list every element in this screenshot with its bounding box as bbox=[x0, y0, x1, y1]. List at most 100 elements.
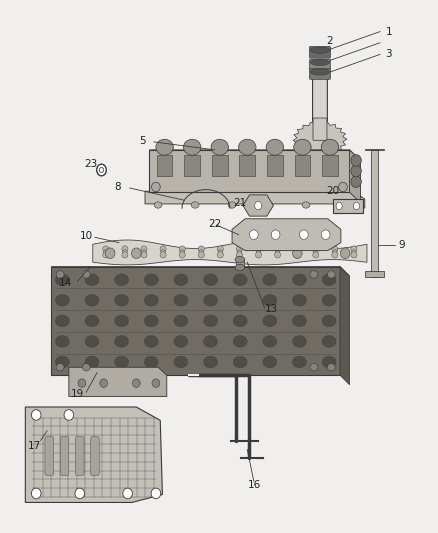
Bar bbox=[267, 155, 283, 176]
FancyBboxPatch shape bbox=[310, 59, 330, 70]
Ellipse shape bbox=[161, 249, 165, 254]
Polygon shape bbox=[293, 121, 347, 154]
Ellipse shape bbox=[103, 246, 109, 252]
Ellipse shape bbox=[311, 47, 329, 53]
Ellipse shape bbox=[340, 248, 350, 259]
Ellipse shape bbox=[314, 249, 318, 254]
Ellipse shape bbox=[115, 315, 129, 327]
Ellipse shape bbox=[106, 248, 115, 259]
Text: 9: 9 bbox=[399, 240, 405, 251]
Text: 1: 1 bbox=[385, 27, 392, 37]
Ellipse shape bbox=[85, 356, 99, 368]
Ellipse shape bbox=[351, 252, 357, 258]
Text: 19: 19 bbox=[71, 389, 84, 399]
Ellipse shape bbox=[78, 379, 86, 387]
Ellipse shape bbox=[100, 379, 108, 387]
Ellipse shape bbox=[237, 249, 242, 254]
FancyBboxPatch shape bbox=[60, 437, 69, 475]
Ellipse shape bbox=[235, 256, 245, 263]
Ellipse shape bbox=[204, 356, 218, 368]
Ellipse shape bbox=[310, 271, 318, 278]
Ellipse shape bbox=[123, 488, 132, 499]
Ellipse shape bbox=[322, 336, 336, 347]
Ellipse shape bbox=[271, 230, 280, 239]
Ellipse shape bbox=[266, 139, 283, 155]
Ellipse shape bbox=[174, 274, 188, 286]
Ellipse shape bbox=[85, 294, 99, 306]
Ellipse shape bbox=[55, 294, 69, 306]
Ellipse shape bbox=[55, 356, 69, 368]
Ellipse shape bbox=[339, 182, 347, 192]
Ellipse shape bbox=[191, 202, 199, 208]
Ellipse shape bbox=[32, 488, 41, 499]
Polygon shape bbox=[145, 191, 365, 208]
Bar bbox=[295, 155, 310, 176]
Bar bbox=[236, 259, 244, 268]
Ellipse shape bbox=[204, 336, 218, 347]
Ellipse shape bbox=[97, 164, 106, 176]
Bar bbox=[322, 155, 338, 176]
FancyBboxPatch shape bbox=[310, 46, 330, 58]
Ellipse shape bbox=[75, 488, 85, 499]
Ellipse shape bbox=[199, 249, 203, 254]
Ellipse shape bbox=[144, 274, 158, 286]
Ellipse shape bbox=[152, 182, 160, 192]
Ellipse shape bbox=[263, 315, 277, 327]
Ellipse shape bbox=[217, 246, 223, 252]
Text: 10: 10 bbox=[80, 231, 93, 241]
Ellipse shape bbox=[352, 249, 356, 254]
Ellipse shape bbox=[217, 252, 223, 258]
Text: 16: 16 bbox=[248, 480, 261, 490]
Ellipse shape bbox=[353, 203, 360, 210]
Ellipse shape bbox=[322, 294, 336, 306]
Ellipse shape bbox=[351, 155, 361, 166]
Ellipse shape bbox=[174, 336, 188, 347]
Ellipse shape bbox=[332, 249, 337, 254]
Ellipse shape bbox=[132, 379, 140, 387]
Ellipse shape bbox=[237, 252, 243, 258]
Ellipse shape bbox=[294, 249, 299, 254]
Bar bbox=[157, 155, 173, 176]
Ellipse shape bbox=[293, 252, 300, 258]
Ellipse shape bbox=[302, 202, 310, 208]
Ellipse shape bbox=[122, 252, 128, 258]
Ellipse shape bbox=[263, 356, 277, 368]
Ellipse shape bbox=[115, 336, 129, 347]
Ellipse shape bbox=[184, 139, 201, 155]
Ellipse shape bbox=[321, 230, 330, 239]
Ellipse shape bbox=[85, 315, 99, 327]
Ellipse shape bbox=[99, 167, 104, 173]
Ellipse shape bbox=[218, 249, 223, 254]
Text: 17: 17 bbox=[28, 441, 41, 451]
Polygon shape bbox=[69, 367, 167, 397]
Ellipse shape bbox=[275, 246, 281, 252]
Ellipse shape bbox=[293, 246, 300, 252]
Text: 13: 13 bbox=[265, 304, 278, 314]
Ellipse shape bbox=[276, 249, 280, 254]
Ellipse shape bbox=[275, 252, 281, 258]
Ellipse shape bbox=[336, 203, 342, 210]
Ellipse shape bbox=[82, 271, 90, 278]
Text: 5: 5 bbox=[140, 136, 146, 147]
Ellipse shape bbox=[351, 176, 361, 188]
Ellipse shape bbox=[321, 139, 339, 155]
Ellipse shape bbox=[250, 230, 258, 239]
Ellipse shape bbox=[82, 364, 90, 371]
Ellipse shape bbox=[85, 274, 99, 286]
Ellipse shape bbox=[327, 271, 335, 278]
Ellipse shape bbox=[198, 246, 204, 252]
Ellipse shape bbox=[204, 315, 218, 327]
Ellipse shape bbox=[115, 274, 129, 286]
Ellipse shape bbox=[144, 336, 158, 347]
Ellipse shape bbox=[55, 315, 69, 327]
Text: 20: 20 bbox=[326, 186, 339, 196]
Ellipse shape bbox=[300, 230, 308, 239]
Bar bbox=[371, 150, 378, 277]
Ellipse shape bbox=[204, 294, 218, 306]
Text: 23: 23 bbox=[84, 159, 97, 169]
Bar bbox=[184, 155, 200, 176]
Ellipse shape bbox=[293, 248, 302, 259]
FancyBboxPatch shape bbox=[45, 437, 53, 475]
Ellipse shape bbox=[339, 202, 347, 208]
Ellipse shape bbox=[256, 249, 261, 254]
